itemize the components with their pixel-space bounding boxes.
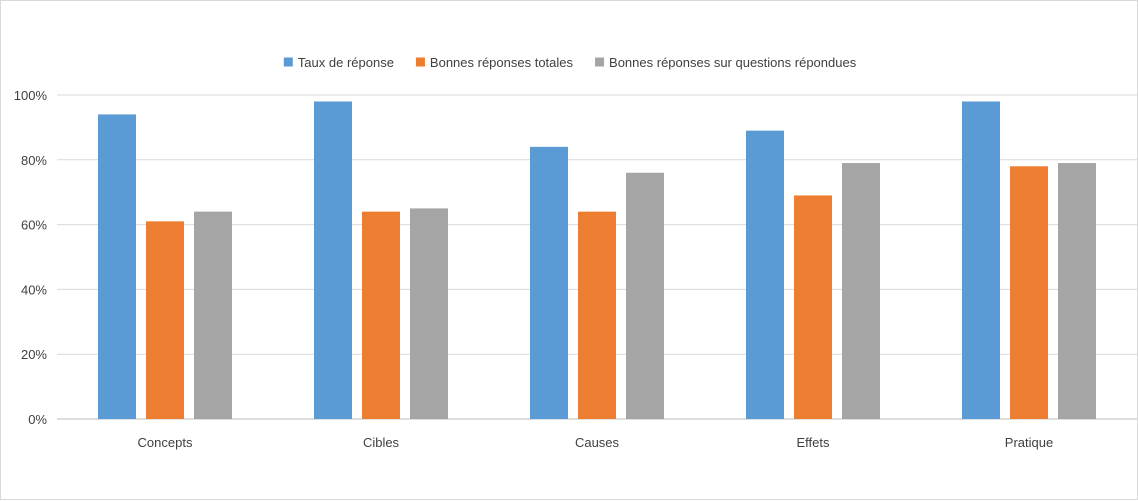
bar — [842, 163, 880, 419]
x-category-label: Cibles — [363, 435, 400, 450]
y-tick-label: 80% — [21, 153, 47, 168]
bar — [194, 211, 232, 419]
legend-item: Bonnes réponses sur questions répondues — [595, 55, 857, 70]
bar — [794, 195, 832, 419]
legend-swatch — [415, 57, 425, 67]
y-tick-label: 40% — [21, 282, 47, 297]
bar — [98, 114, 136, 419]
bar — [530, 146, 568, 419]
legend-label: Bonnes réponses totales — [430, 55, 574, 70]
legend-item: Taux de réponse — [283, 55, 394, 70]
bar — [362, 211, 400, 419]
y-tick-label: 0% — [28, 412, 47, 427]
legend-label: Taux de réponse — [298, 55, 394, 70]
bar — [626, 172, 664, 419]
legend-swatch — [595, 57, 605, 67]
legend-swatch — [283, 57, 293, 67]
legend: Taux de réponse Bonnes réponses totales Bo… — [283, 55, 857, 70]
bar — [314, 101, 352, 419]
bar — [746, 130, 784, 419]
bar — [1058, 163, 1096, 419]
y-tick-label: 20% — [21, 347, 47, 362]
y-tick-label: 100% — [14, 88, 48, 103]
bar — [410, 208, 448, 419]
x-category-label: Concepts — [138, 435, 193, 450]
legend-label: Bonnes réponses sur questions répondues — [609, 55, 857, 70]
bar — [578, 211, 616, 419]
bar — [1010, 166, 1048, 419]
bar — [146, 221, 184, 419]
legend-item: Bonnes réponses totales — [415, 55, 574, 70]
x-category-label: Effets — [796, 435, 830, 450]
axis-labels: 0% 20% 40% 60% 80% 100% Concepts Cibles Causes Ef… — [14, 88, 1053, 450]
x-category-label: Causes — [575, 435, 620, 450]
bars — [98, 101, 1096, 419]
bar — [962, 101, 1000, 419]
x-category-label: Pratique — [1005, 435, 1053, 450]
y-tick-label: 60% — [21, 218, 47, 233]
